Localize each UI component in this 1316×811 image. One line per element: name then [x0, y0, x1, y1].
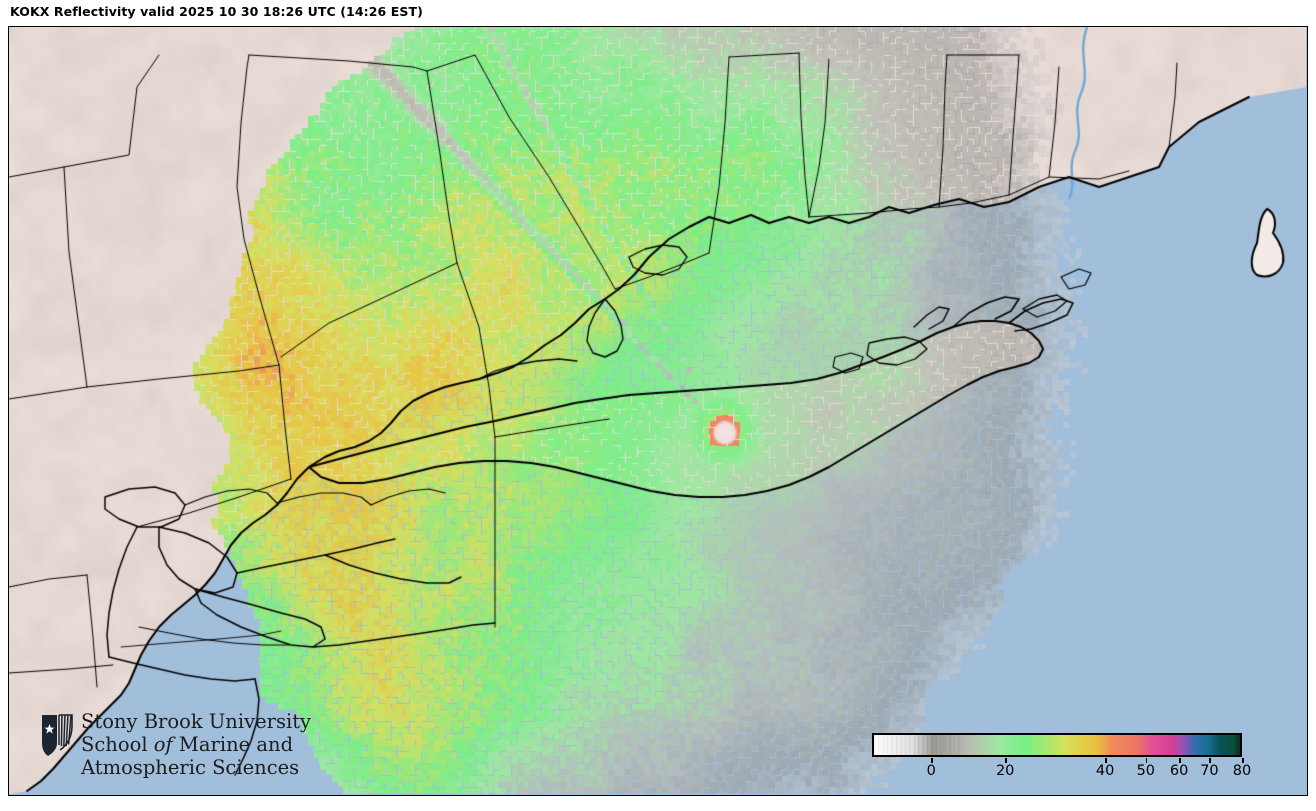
colorbar	[872, 733, 1242, 757]
colorbar-tick	[1179, 758, 1181, 763]
colorbar-gradient	[872, 733, 1242, 757]
radar-map-frame	[8, 26, 1308, 796]
radar-map-canvas	[9, 27, 1306, 794]
colorbar-tick-label: 20	[995, 763, 1015, 779]
colorbar-tick	[1209, 758, 1211, 763]
colorbar-tick-label: 70	[1200, 763, 1219, 779]
colorbar-tick-label: 60	[1169, 763, 1189, 779]
colorbar-tick	[931, 758, 933, 763]
colorbar-tick-label: 50	[1136, 763, 1156, 779]
colorbar-tick-label: 80	[1232, 763, 1252, 779]
colorbar-tick-label: 40	[1095, 763, 1115, 779]
page-title: KOKX Reflectivity valid 2025 10 30 18:26…	[10, 4, 423, 19]
colorbar-tick	[1105, 758, 1107, 763]
colorbar-ticks: 0 20 40 50 60 70 80	[872, 758, 1251, 780]
colorbar-tick-label: 0	[926, 763, 936, 779]
colorbar-tick	[1005, 758, 1007, 763]
colorbar-tick	[1242, 758, 1244, 763]
colorbar-tick	[1145, 758, 1148, 763]
